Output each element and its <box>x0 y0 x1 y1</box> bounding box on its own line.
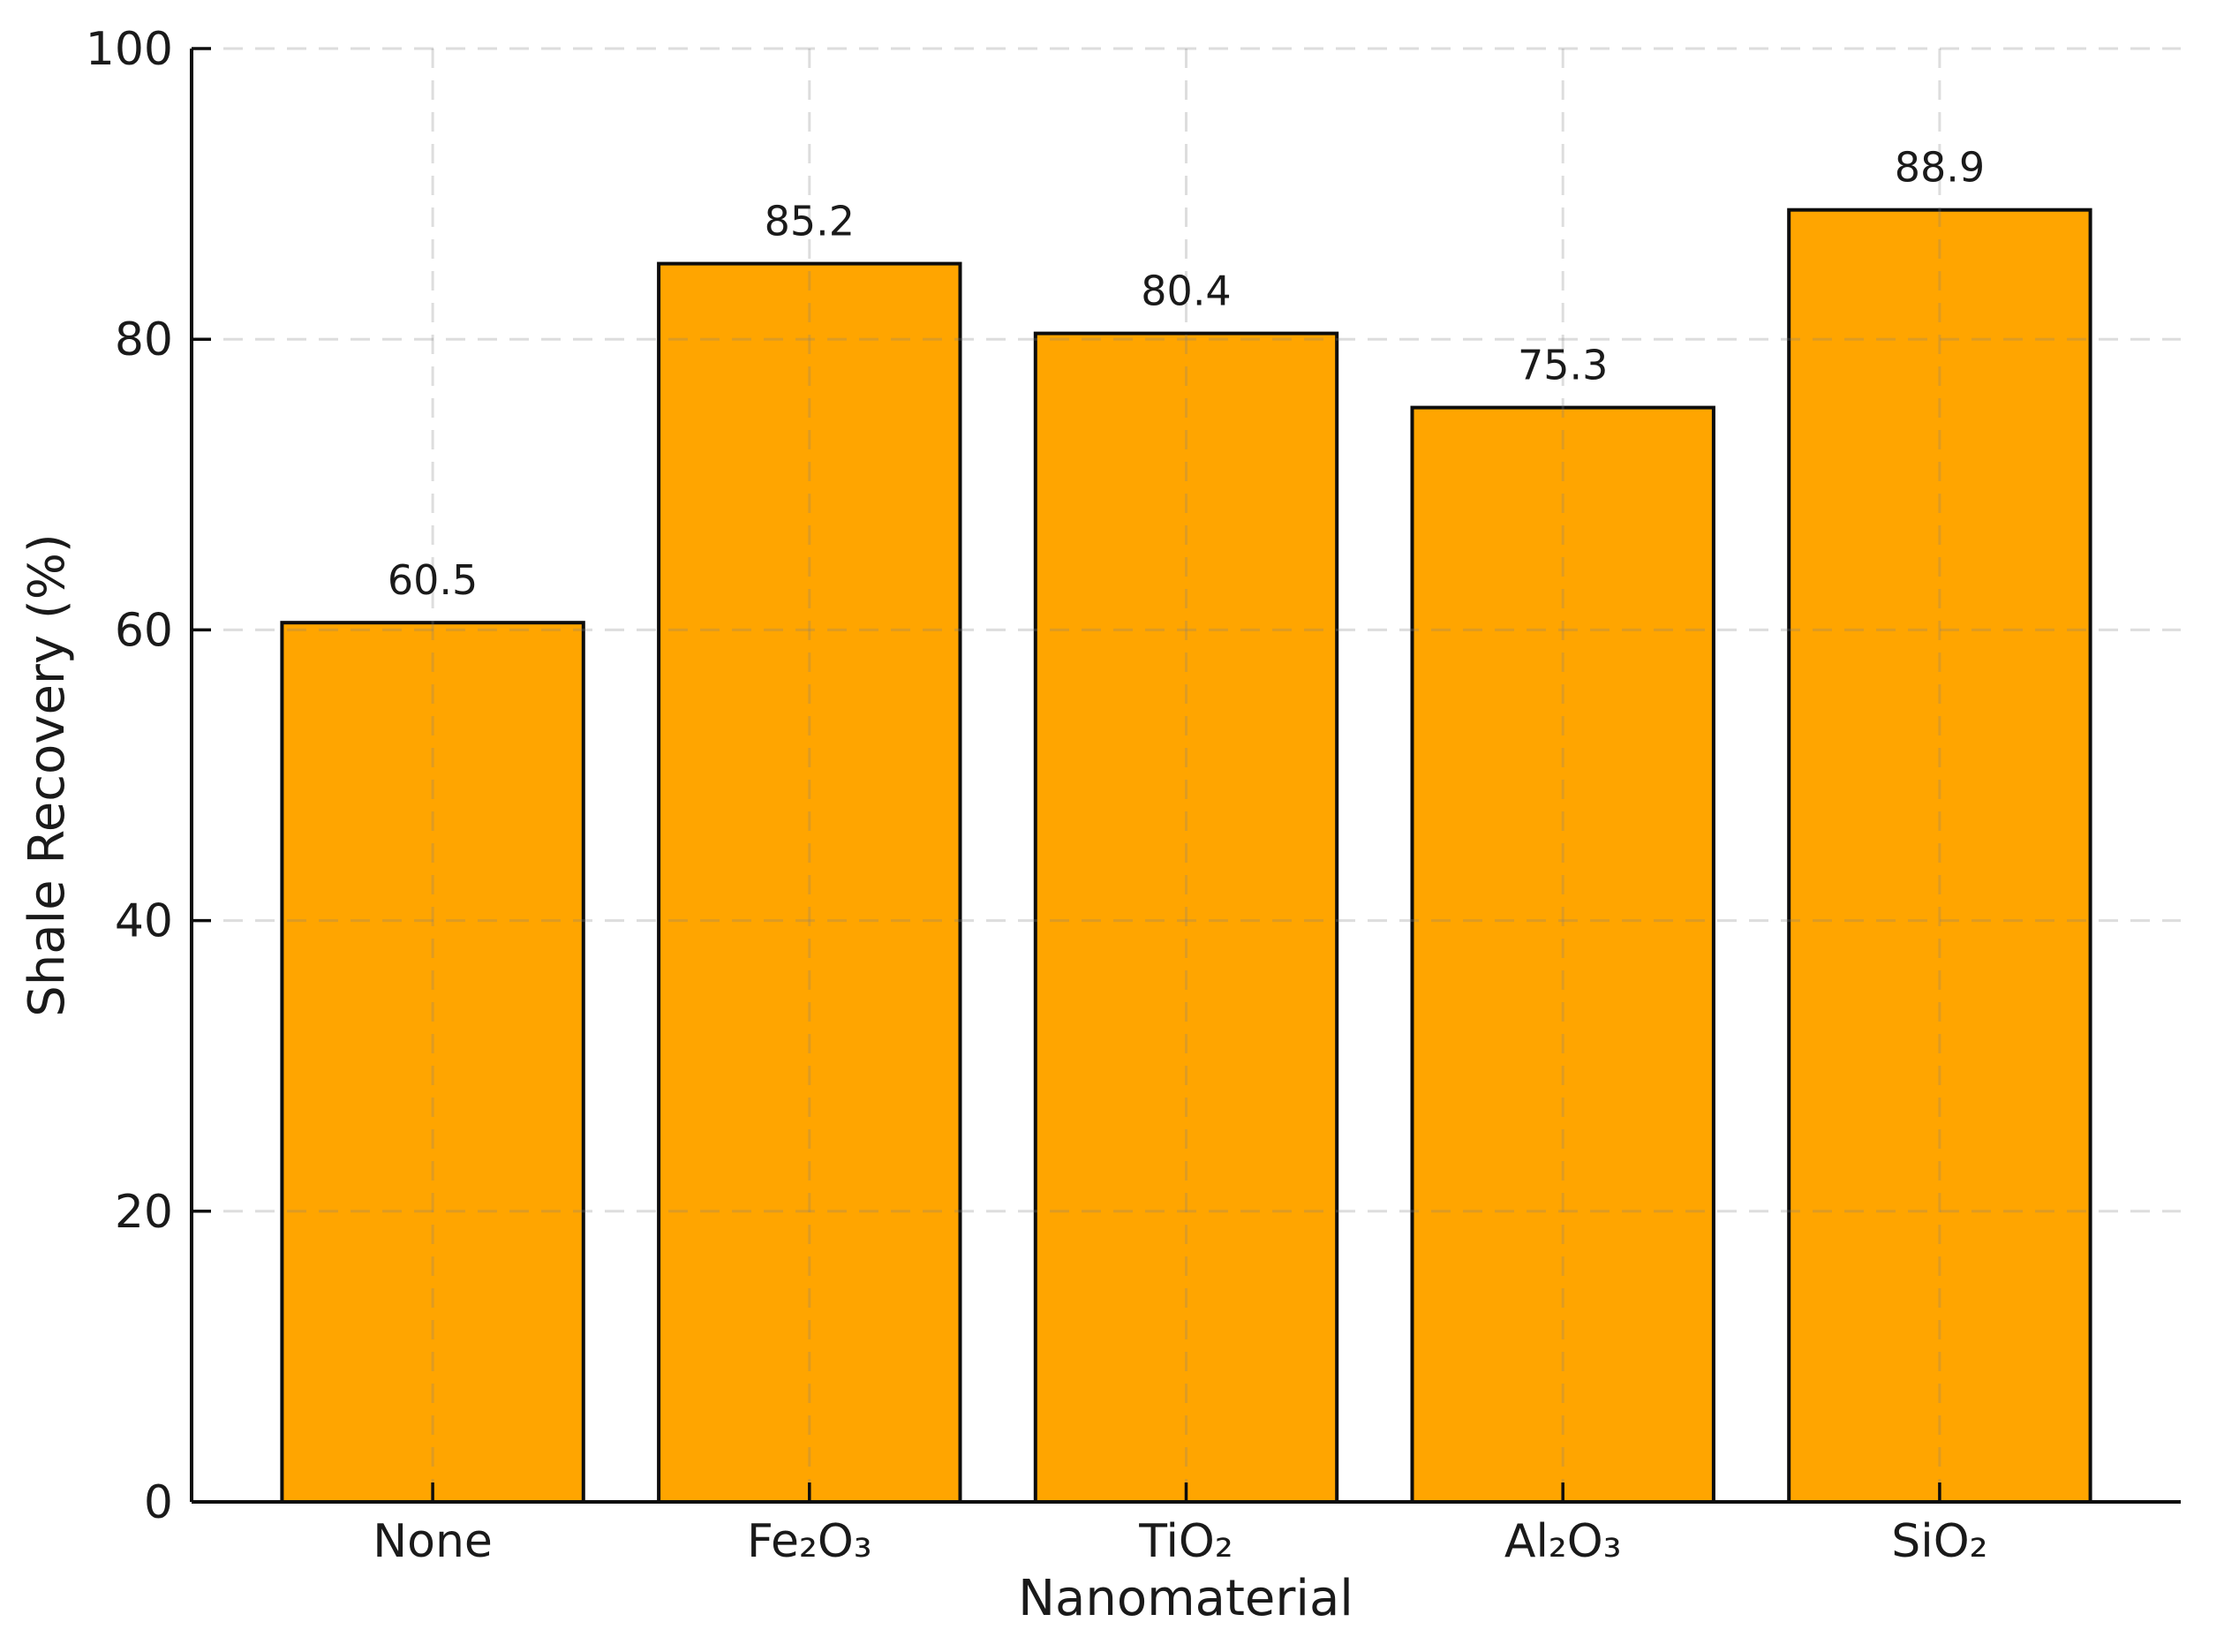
bar-value-label: 75.3 <box>1518 342 1608 389</box>
axes-layer <box>190 47 2181 1504</box>
y-tick-label: 0 <box>144 1476 173 1529</box>
bar-value-label: 80.4 <box>1141 268 1231 315</box>
bars-layer <box>280 207 2092 1505</box>
y-tick-label: 20 <box>115 1186 173 1239</box>
bar <box>280 621 585 1504</box>
bar-value-label: 60.5 <box>388 556 478 604</box>
x-tick-label: Fe₂O₃ <box>747 1515 872 1568</box>
bar <box>657 261 962 1505</box>
bar <box>1410 405 1715 1505</box>
y-tick-label: 40 <box>115 895 173 948</box>
y-tick-label: 100 <box>86 23 173 76</box>
labels-layer: 0 20 40 60 80 100 None Fe₂O₃ TiO₂ Al₂O₃ SiO₂ 60.5 85… <box>86 23 1988 1568</box>
y-tick-label: 60 <box>115 604 173 657</box>
x-tick-label: None <box>373 1515 493 1568</box>
x-tick-label: TiO₂ <box>1138 1515 1233 1568</box>
grid-layer <box>192 47 2181 1502</box>
bar-value-label: 88.9 <box>1895 144 1985 192</box>
y-axis-label: Shale Recovery (%) <box>19 533 76 1017</box>
x-tick-label: Al₂O₃ <box>1504 1515 1622 1568</box>
y-tick-label: 80 <box>115 313 173 366</box>
x-axis-label: Nanomaterial <box>1018 1570 1353 1627</box>
bar <box>1033 331 1339 1505</box>
x-tick-label: SiO₂ <box>1891 1515 1987 1568</box>
bar-value-label: 85.2 <box>765 198 855 245</box>
bar <box>1787 207 2092 1505</box>
